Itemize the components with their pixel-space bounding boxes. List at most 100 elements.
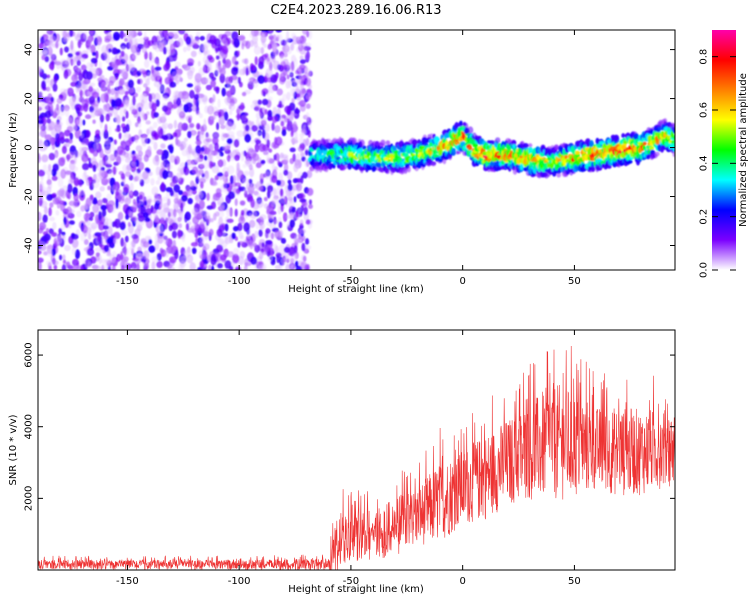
spectrogram-cell — [621, 145, 627, 150]
spectrogram-cell — [258, 229, 263, 237]
spectrogram-cell — [123, 183, 130, 194]
spectrogram-cell — [243, 188, 247, 194]
spectrogram-cell — [267, 96, 273, 101]
spectrogram-cell — [586, 140, 590, 148]
spectrogram-cell — [105, 30, 112, 33]
spectrogram-cell — [155, 99, 160, 107]
spectrogram-cell — [574, 150, 581, 155]
spectrogram-cell — [267, 189, 271, 199]
spectrogram-cell — [270, 200, 276, 208]
spectrogram-ticks: -150 -100 -50 0 50 -40 -20 0 20 40 — [24, 30, 675, 287]
spectrogram-cell — [280, 257, 287, 266]
spectrogram-cell — [173, 184, 181, 193]
spectrogram-cell — [210, 181, 218, 186]
spectrogram-cell — [254, 105, 261, 112]
spectrogram-cell — [118, 132, 122, 140]
spectrogram-cell — [66, 117, 73, 127]
spectrogram-cell — [169, 189, 174, 197]
spectrogram-cell — [130, 136, 136, 142]
spectrogram-cell — [205, 84, 212, 91]
spectrogram-cell — [290, 43, 295, 51]
spectrogram-cell — [46, 74, 51, 79]
spectrogram-cell — [627, 159, 633, 164]
spectrogram-cell — [244, 258, 249, 267]
spectrogram-cell — [178, 111, 186, 120]
spectrogram-cell — [65, 170, 73, 175]
spectrogram-cell — [210, 76, 217, 82]
spectrogram-cell — [240, 209, 245, 216]
spectrogram-cell — [64, 129, 71, 137]
spectrogram-cell — [52, 222, 57, 230]
spectrogram-cell — [222, 45, 229, 55]
spectrogram-cell — [248, 213, 253, 219]
spectrogram-cell — [132, 53, 138, 60]
spectrogram-cell — [556, 172, 561, 178]
spectrogram-cell — [297, 36, 303, 46]
spectrogram-cell — [82, 119, 86, 126]
spectrogram-cell — [186, 83, 194, 88]
spectrogram-cell — [199, 219, 206, 229]
spectrogram-cell — [128, 211, 134, 217]
spectrogram-cell — [308, 199, 312, 205]
spectrogram-cell — [97, 234, 101, 242]
spectrogram-cell — [143, 252, 147, 260]
spectrogram-cell — [292, 88, 296, 98]
spectrogram-cell — [247, 78, 253, 84]
spectrogram-cell — [80, 64, 87, 71]
spectrogram-cell — [666, 134, 671, 140]
spectrogram-cell — [416, 161, 422, 169]
spectrogram-cell — [90, 44, 96, 54]
spectrogram-cell — [187, 197, 193, 205]
spectrogram-cell — [303, 206, 308, 216]
spectrogram-cell — [102, 153, 106, 164]
spectrogram-cell — [95, 129, 101, 137]
spectrogram-cell — [216, 188, 222, 195]
spectrogram-cell — [179, 260, 187, 268]
spectrogram-cell — [220, 113, 225, 119]
spectrogram-cell — [258, 186, 264, 191]
spectrogram-cell — [99, 186, 105, 192]
spectrogram-cell — [234, 182, 242, 187]
spectrogram-cell — [117, 61, 123, 66]
spectrogram-cell — [212, 195, 216, 201]
spectrogram-cell — [136, 102, 144, 112]
spectrogram-cell — [203, 231, 209, 241]
spectrogram-cell — [51, 175, 58, 181]
spectrogram-cell — [49, 35, 57, 43]
spectrogram-cell — [282, 212, 288, 223]
spectrogram-cell — [157, 84, 165, 92]
spectrogram-cell — [299, 59, 306, 64]
spectrogram-cell — [200, 146, 205, 152]
spectrogram-cell — [172, 132, 178, 138]
spectrogram-cell — [220, 124, 226, 130]
spectrogram-cell — [153, 141, 158, 151]
spectrogram-cell — [89, 147, 95, 154]
spectrogram-cell — [299, 45, 307, 55]
spectrogram-cell — [467, 145, 473, 151]
spectrogram-cell — [100, 204, 108, 211]
spectrogram-cell — [174, 155, 180, 165]
spectrogram-cell — [216, 172, 224, 177]
y-tick-label: -20 — [24, 188, 35, 204]
spectrogram-cell — [68, 220, 75, 226]
spectrogram-cell — [61, 234, 65, 240]
spectrogram-cell — [127, 79, 134, 89]
spectrogram-cell — [176, 68, 183, 76]
spectrogram-cell — [305, 112, 310, 122]
spectrogram-cell — [130, 204, 138, 211]
spectrogram-cell — [187, 58, 195, 65]
spectrogram-cell — [280, 54, 285, 63]
spectrogram-cell — [75, 51, 80, 56]
spectrogram-cell — [293, 245, 298, 254]
spectrogram-cell — [255, 162, 262, 169]
colorbar-tick-label: 0.2 — [699, 209, 710, 225]
spectrogram-cell — [278, 64, 284, 72]
spectrogram-cell — [139, 37, 145, 44]
spectrogram-cell — [168, 224, 173, 232]
spectrogram-cell — [299, 64, 306, 70]
spectrogram-cell — [237, 256, 245, 266]
spectrogram-cell — [280, 202, 284, 213]
spectrogram-cell — [43, 233, 51, 241]
spectrogram-cell — [144, 59, 150, 69]
